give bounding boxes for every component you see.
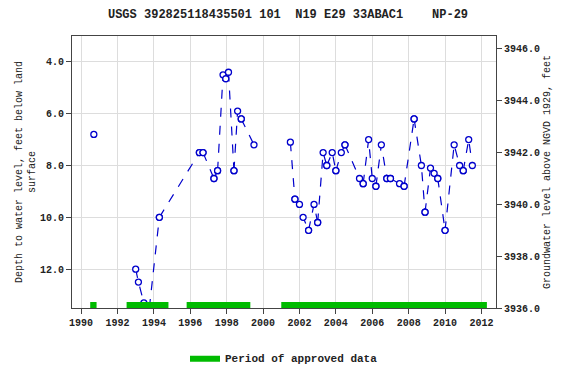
svg-text:2002: 2002 bbox=[287, 318, 311, 329]
svg-text:4.0: 4.0 bbox=[46, 57, 64, 68]
svg-text:8.0: 8.0 bbox=[46, 161, 64, 172]
svg-text:12.0: 12.0 bbox=[40, 265, 64, 276]
svg-text:USGS 392825118435501 101 N19: USGS 392825118435501 101 N19 E29 33ABAC1… bbox=[108, 8, 468, 22]
svg-text:2004: 2004 bbox=[324, 318, 348, 329]
svg-text:1994: 1994 bbox=[142, 318, 166, 329]
svg-text:10.0: 10.0 bbox=[40, 213, 64, 224]
svg-text:1992: 1992 bbox=[105, 318, 129, 329]
svg-text:2006: 2006 bbox=[360, 318, 384, 329]
svg-text:3942.0: 3942.0 bbox=[504, 148, 540, 159]
svg-text:3938.0: 3938.0 bbox=[504, 252, 540, 263]
svg-text:3936.0: 3936.0 bbox=[504, 304, 540, 315]
svg-text:Groundwater level above NGVD 1: Groundwater level above NGVD 1929, feet bbox=[542, 55, 553, 289]
svg-text:1990: 1990 bbox=[69, 318, 93, 329]
svg-text:1996: 1996 bbox=[178, 318, 202, 329]
svg-text:2000: 2000 bbox=[251, 318, 275, 329]
svg-text:2008: 2008 bbox=[397, 318, 421, 329]
svg-text:1998: 1998 bbox=[215, 318, 239, 329]
svg-text:6.0: 6.0 bbox=[46, 109, 64, 120]
svg-text:Depth to water level, feet bel: Depth to water level, feet below landsur… bbox=[14, 61, 38, 283]
svg-text:2012: 2012 bbox=[469, 318, 493, 329]
svg-text:Period of approved data: Period of approved data bbox=[225, 353, 377, 365]
svg-text:3940.0: 3940.0 bbox=[504, 200, 540, 211]
svg-text:2010: 2010 bbox=[433, 318, 457, 329]
svg-text:3944.0: 3944.0 bbox=[504, 96, 540, 107]
svg-text:3946.0: 3946.0 bbox=[504, 44, 540, 55]
